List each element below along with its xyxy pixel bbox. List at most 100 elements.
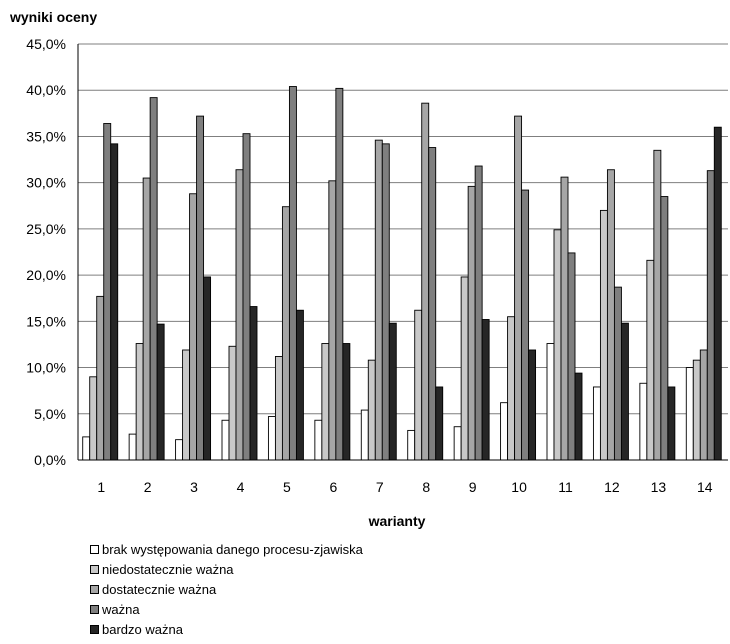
legend: brak występowania danego procesu-zjawisk… <box>90 539 363 639</box>
y-tick-label: 40,0% <box>26 82 66 98</box>
bar <box>685 367 694 461</box>
legend-label: niedostatecznie ważna <box>102 561 234 577</box>
bar <box>175 439 184 461</box>
bar <box>560 176 569 461</box>
bar <box>574 372 583 461</box>
bar <box>374 139 383 461</box>
bar <box>646 259 655 461</box>
bar <box>613 286 622 461</box>
bar <box>249 306 258 461</box>
bar <box>103 123 112 461</box>
y-tick-label: 25,0% <box>26 221 66 237</box>
legend-swatch <box>90 584 99 594</box>
bar <box>321 343 330 461</box>
bar <box>182 349 191 461</box>
bar <box>288 86 297 461</box>
bar <box>428 147 437 461</box>
bar <box>142 177 151 461</box>
bar <box>467 185 476 461</box>
bar <box>388 322 397 461</box>
bar <box>699 349 708 461</box>
bar <box>110 143 119 461</box>
bar <box>521 189 530 461</box>
bar <box>342 343 351 461</box>
legend-item: brak występowania danego procesu-zjawisk… <box>90 539 363 559</box>
bar <box>221 419 230 461</box>
bar <box>435 386 444 461</box>
bar <box>453 426 462 461</box>
bar <box>135 343 144 461</box>
x-tick-label: 13 <box>651 479 667 495</box>
bar <box>295 309 304 461</box>
bars <box>82 86 722 461</box>
x-tick-label: 7 <box>376 479 384 495</box>
x-tick-label: 2 <box>144 479 152 495</box>
grid <box>78 43 728 461</box>
y-tick-labels: 0,0% 5,0% 10,0% 15,0% 20,0% 25,0% 30,0% 35,0% 40… <box>26 36 66 468</box>
bar <box>367 359 376 461</box>
x-tick-label: 9 <box>469 479 477 495</box>
x-tick-label: 11 <box>558 479 573 495</box>
bar <box>592 386 601 461</box>
bar <box>96 295 105 461</box>
bar <box>567 252 576 461</box>
bar <box>667 386 676 461</box>
bar <box>228 345 237 461</box>
legend-item: dostatecznie ważna <box>90 579 363 599</box>
bar <box>507 316 516 461</box>
bar <box>553 229 562 461</box>
bar <box>414 309 423 461</box>
bar <box>281 206 290 461</box>
bar <box>328 180 337 461</box>
bar <box>500 402 509 461</box>
legend-label: brak występowania danego procesu-zjawisk… <box>102 541 363 557</box>
bar <box>713 126 722 461</box>
bar <box>242 133 251 461</box>
bar <box>528 349 537 461</box>
legend-label: ważna <box>102 601 140 617</box>
bar <box>335 87 344 461</box>
x-tick-label: 3 <box>190 479 198 495</box>
y-tick-label: 45,0% <box>26 36 66 52</box>
bar <box>156 323 165 461</box>
legend-swatch <box>90 544 99 554</box>
x-tick-label: 5 <box>283 479 291 495</box>
bar <box>481 319 490 461</box>
bar <box>274 356 283 461</box>
y-tick-label: 5,0% <box>34 406 66 422</box>
bar <box>203 276 212 461</box>
legend-label: dostatecznie ważna <box>102 581 217 597</box>
bar <box>660 196 669 461</box>
x-axis-label: warianty <box>368 513 426 529</box>
y-tick-label: 20,0% <box>26 267 66 283</box>
x-tick-label: 6 <box>329 479 337 495</box>
legend-item: niedostatecznie ważna <box>90 559 363 579</box>
bar <box>360 409 369 461</box>
bar <box>639 382 648 461</box>
bar <box>460 276 469 461</box>
bar <box>706 170 715 461</box>
bar <box>381 143 390 461</box>
bar <box>235 169 244 461</box>
bar <box>692 359 701 461</box>
y-tick-label: 30,0% <box>26 175 66 191</box>
bar <box>546 343 555 461</box>
chart-svg: wyniki oceny 0,0% 5,0% 10,0% 15,0% 20,0% 25,0… <box>9 9 728 529</box>
bar <box>474 165 483 461</box>
bar <box>189 193 198 461</box>
bar <box>407 429 416 461</box>
bar <box>314 419 323 461</box>
axes <box>77 44 728 461</box>
legend-swatch <box>90 564 99 574</box>
bar <box>149 97 158 461</box>
legend-swatch <box>90 604 99 614</box>
bar <box>82 436 91 461</box>
legend-swatch <box>90 624 99 634</box>
x-tick-labels: 1 2 3 4 5 6 7 8 9 10 11 12 13 14 <box>97 479 712 495</box>
x-tick-label: 1 <box>97 479 105 495</box>
bar <box>653 149 662 461</box>
bar <box>128 433 137 461</box>
y-tick-label: 10,0% <box>26 360 66 376</box>
x-tick-label: 4 <box>237 479 245 495</box>
y-tick-label: 0,0% <box>34 452 66 468</box>
